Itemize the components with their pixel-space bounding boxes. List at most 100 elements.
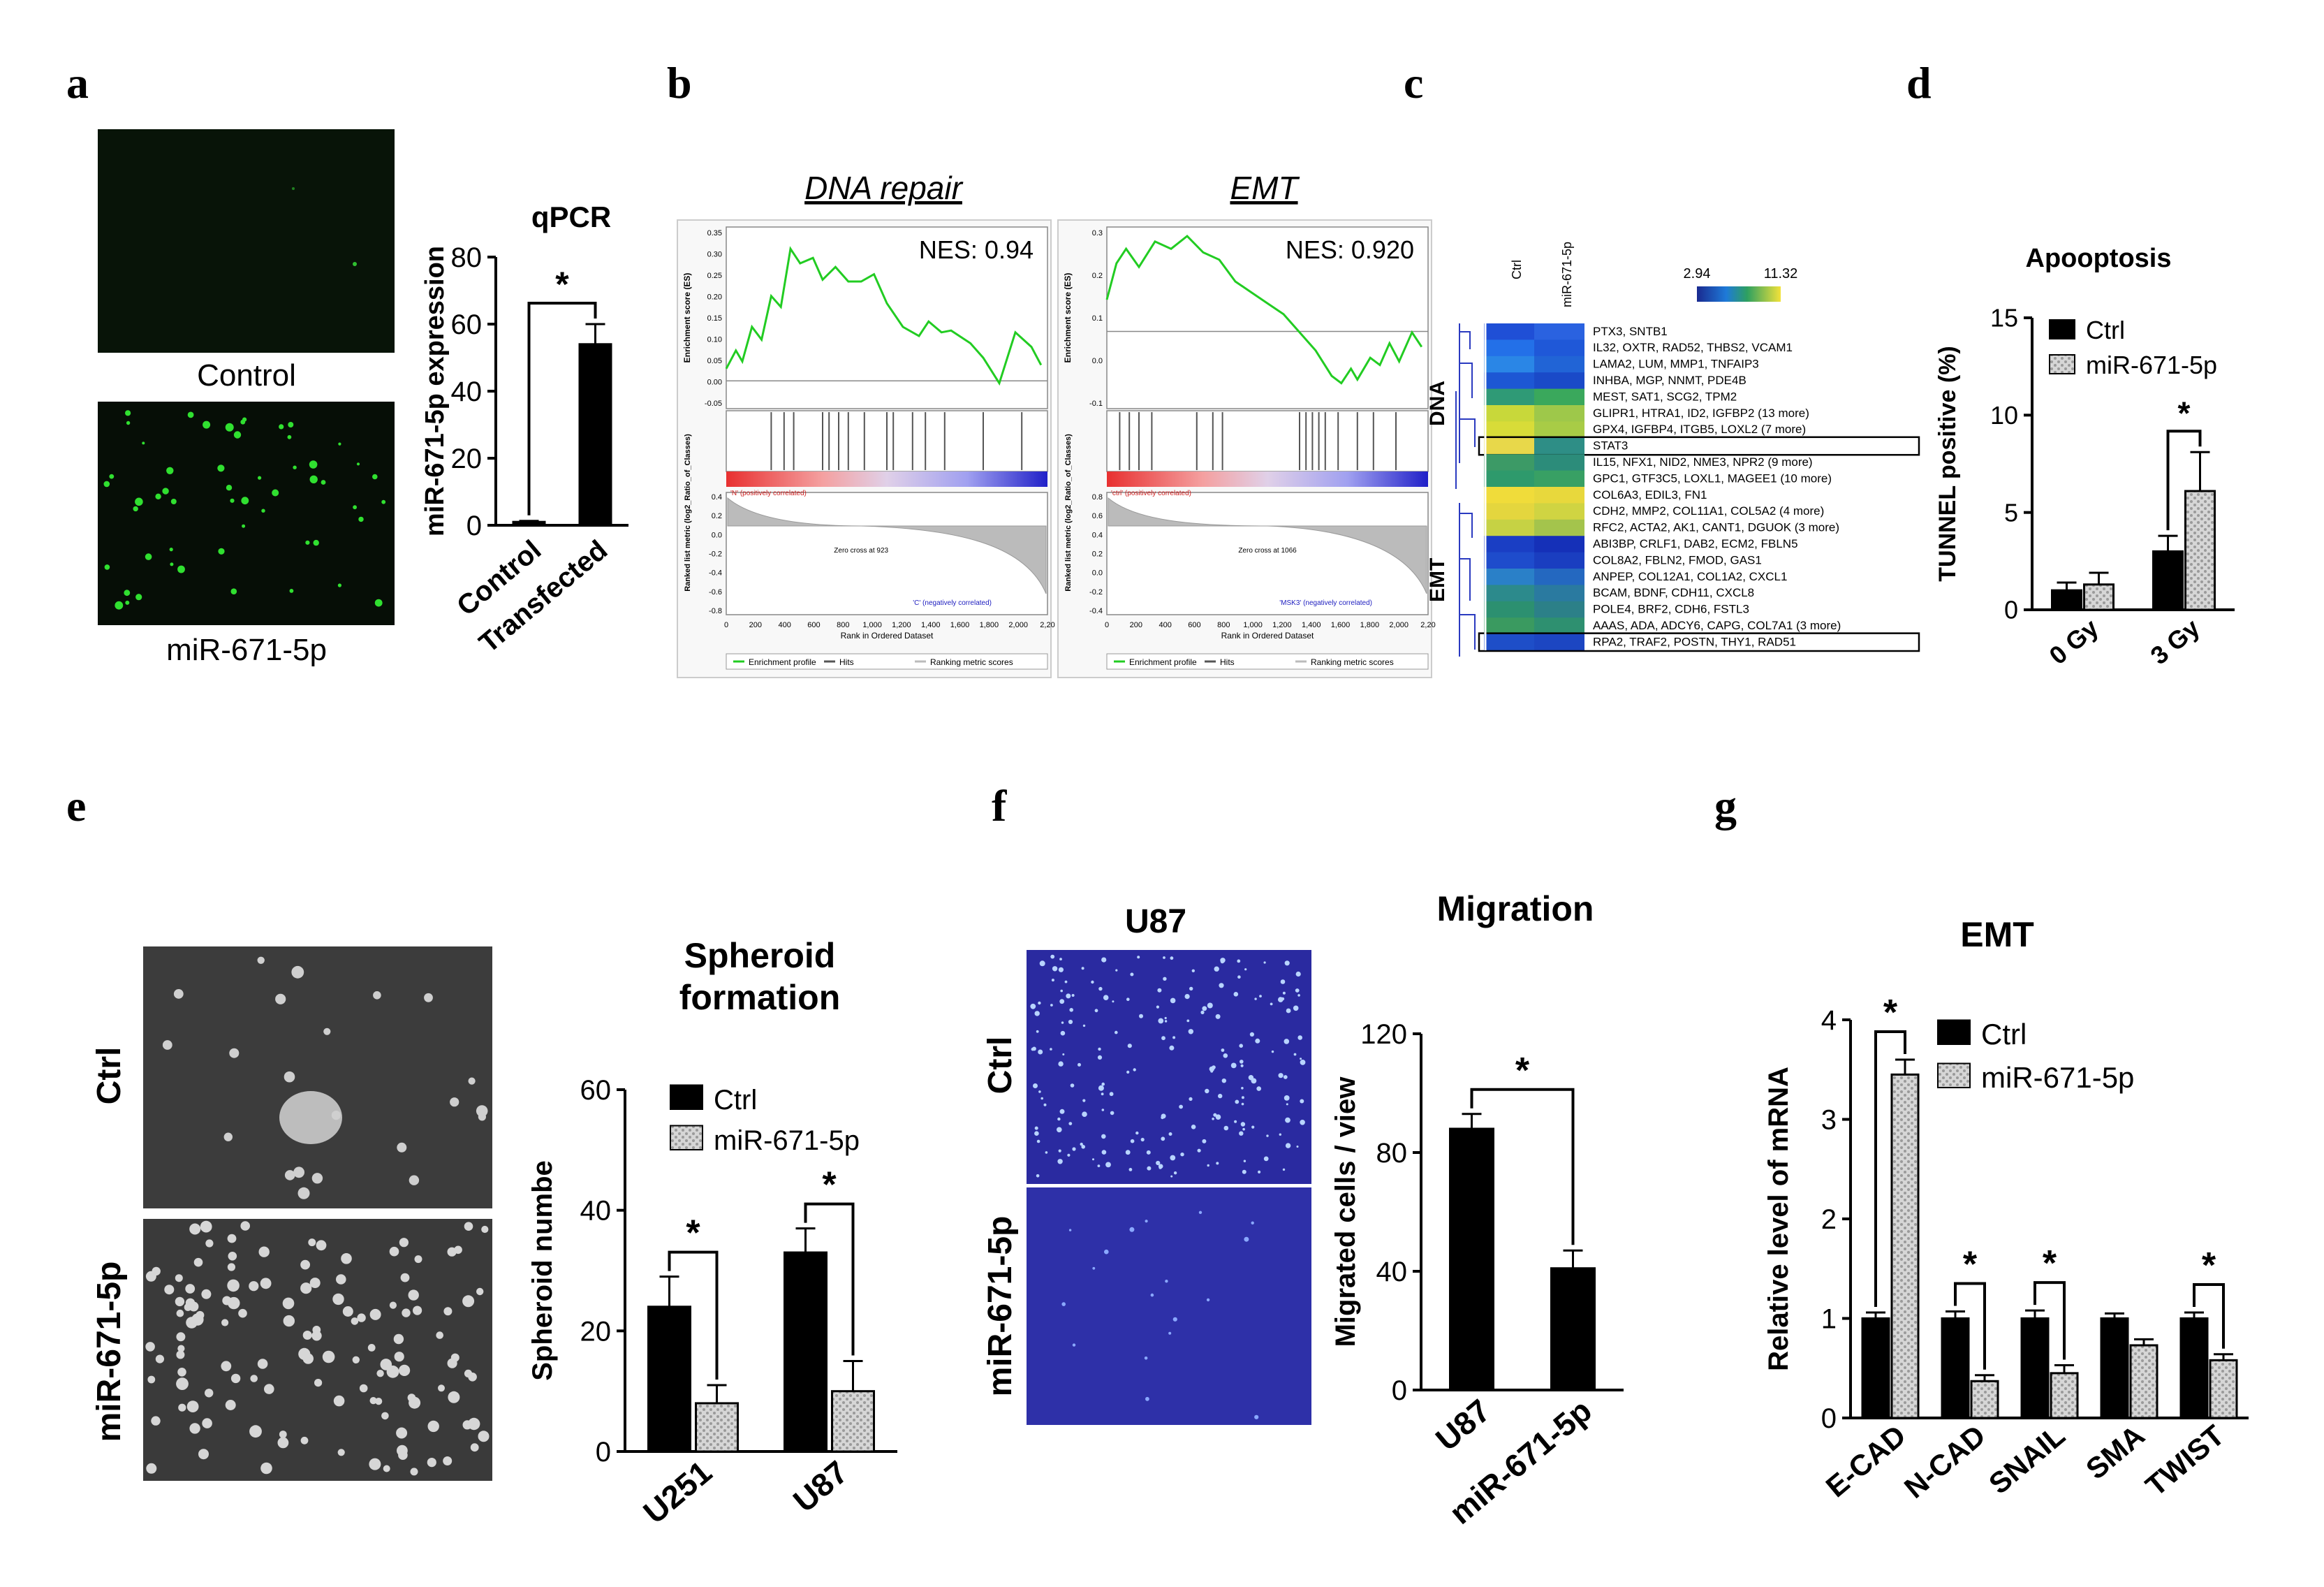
metric-axis-label: Ranked list metric (log2_Ratio_of_Classe… xyxy=(1064,434,1073,592)
cell xyxy=(1240,1060,1244,1064)
es-tick-label: -0.1 xyxy=(1089,400,1103,408)
cell xyxy=(427,1458,436,1468)
cell xyxy=(389,1246,399,1257)
cell xyxy=(202,1418,212,1428)
cell xyxy=(309,1278,321,1289)
heatmap-cell xyxy=(1534,503,1584,520)
cell xyxy=(1212,1118,1214,1120)
gfp-cell xyxy=(230,588,237,594)
cell xyxy=(1098,1085,1104,1091)
gfp-cell xyxy=(356,462,360,466)
y-axis-label: miR-671-5p expression xyxy=(420,246,450,536)
cell xyxy=(257,1359,268,1369)
cell xyxy=(1239,1044,1243,1048)
cell xyxy=(302,1353,314,1364)
cell xyxy=(1254,997,1257,1000)
bar xyxy=(784,1251,828,1453)
heatmap-row-label: ANPEP, COL12A1, COL1A2, CXCL1 xyxy=(1593,570,1787,583)
gfp-cell xyxy=(225,423,234,432)
gfp-cell xyxy=(104,564,110,570)
metric-plot-area xyxy=(726,492,1048,615)
x-tick-label: 400 xyxy=(1159,621,1171,629)
cell xyxy=(409,1396,421,1409)
cell xyxy=(1061,1302,1066,1306)
gfp-cell xyxy=(133,506,138,512)
y-tick-label: 10 xyxy=(1990,401,2018,430)
gfp-cell xyxy=(261,509,265,513)
metric-tick-label: 0.0 xyxy=(1092,569,1103,578)
cell xyxy=(1215,1114,1221,1120)
cell xyxy=(1258,1170,1261,1173)
cell xyxy=(1295,971,1301,977)
cell xyxy=(448,1391,460,1403)
cell xyxy=(1295,988,1300,993)
highlight-box xyxy=(1478,436,1920,456)
x-tick-label: 800 xyxy=(1217,621,1230,629)
es-tick-label: 0.25 xyxy=(707,272,722,280)
cell xyxy=(249,1281,259,1292)
y-tick-label: 120 xyxy=(1360,1019,1407,1050)
heatmap-cell xyxy=(1484,356,1534,373)
metric-tick-label: -0.2 xyxy=(1089,588,1103,597)
cell xyxy=(410,1468,418,1476)
gfp-cell xyxy=(162,488,169,495)
cell xyxy=(1060,989,1063,993)
heatmap-cell xyxy=(1484,634,1534,651)
cell xyxy=(413,1306,422,1315)
x-tick-label: 0 Gy xyxy=(2044,613,2104,671)
cell xyxy=(1034,1126,1038,1130)
es-tick-label: 0.35 xyxy=(707,229,722,237)
bar xyxy=(2051,589,2082,611)
cell xyxy=(380,1359,392,1370)
cell xyxy=(229,1048,240,1058)
cell xyxy=(1062,1053,1065,1055)
cell xyxy=(1158,1018,1164,1024)
cell xyxy=(1040,1097,1043,1100)
cell xyxy=(1133,1068,1136,1072)
gfp-cell xyxy=(240,419,246,425)
gfp-cell xyxy=(293,465,297,469)
gfp-cell xyxy=(135,497,143,506)
heatmap-group-emt: EMT xyxy=(1426,558,1449,602)
cell xyxy=(221,1361,232,1372)
heatmap-cell xyxy=(1484,569,1534,585)
bar xyxy=(1890,1073,1920,1419)
x-tick-label: 1,800 xyxy=(980,621,999,629)
heatmap-cell xyxy=(1534,536,1584,553)
heatmap-cell xyxy=(1534,470,1584,488)
metric-tick-label: 0.4 xyxy=(1092,531,1103,539)
cell xyxy=(1221,1048,1225,1052)
cell xyxy=(352,1356,360,1364)
cell xyxy=(1263,961,1266,964)
cell xyxy=(291,965,304,979)
cell xyxy=(1251,1221,1254,1225)
gfp-cell xyxy=(124,590,131,597)
x-tick-label: U251 xyxy=(636,1454,719,1531)
cell xyxy=(1038,1001,1041,1005)
cell xyxy=(177,1368,186,1377)
heatmap-cell xyxy=(1484,437,1534,455)
cell xyxy=(1230,1062,1237,1069)
heatmap-cell xyxy=(1484,421,1534,439)
chart-a-title: qPCR xyxy=(531,200,611,233)
legend-swatch xyxy=(2049,354,2075,374)
cell xyxy=(1068,1019,1073,1025)
cell xyxy=(1300,1060,1306,1065)
cell xyxy=(1209,1066,1215,1072)
y-tick-label: 0 xyxy=(1392,1375,1407,1406)
cell xyxy=(1051,979,1054,982)
cell xyxy=(275,993,286,1004)
significance-star: * xyxy=(2043,1243,2057,1284)
significance-star: * xyxy=(2178,395,2191,431)
x-tick-label: 800 xyxy=(837,621,849,629)
cell xyxy=(1237,959,1241,963)
bar xyxy=(1550,1267,1596,1391)
cell xyxy=(1057,1159,1063,1164)
cell xyxy=(228,1252,237,1261)
cell xyxy=(1094,1009,1098,1013)
gfp-cell xyxy=(170,499,177,504)
x-tick-label: TWIST xyxy=(2139,1419,2230,1502)
metric-tick-label: 0.2 xyxy=(712,512,722,520)
bar xyxy=(2129,1344,2158,1419)
x-tick-label: 0 xyxy=(1105,621,1109,629)
